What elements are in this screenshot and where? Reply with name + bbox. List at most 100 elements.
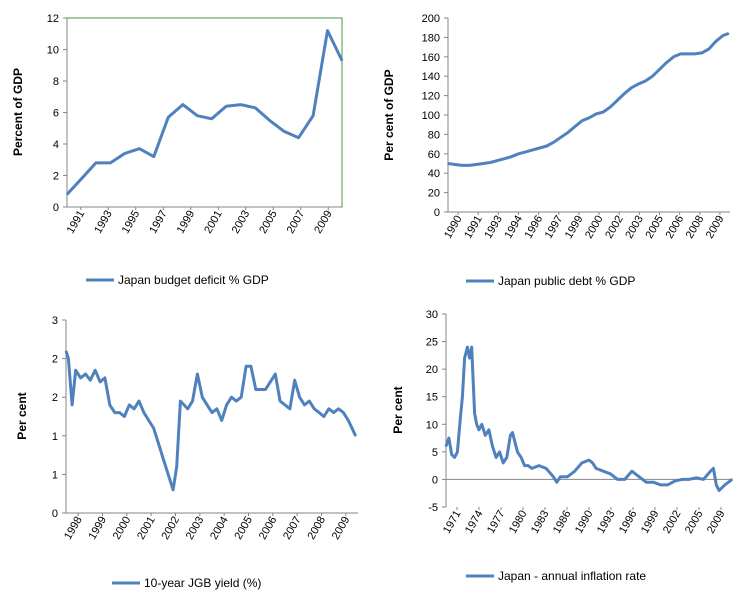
y-tick-label: 120 bbox=[422, 91, 440, 103]
data-point bbox=[659, 484, 662, 486]
data-point bbox=[283, 130, 285, 133]
x-tick-label: 1993 bbox=[595, 509, 618, 536]
data-point bbox=[715, 484, 718, 486]
data-point bbox=[89, 379, 92, 382]
data-point bbox=[731, 478, 733, 481]
data-point bbox=[133, 407, 135, 410]
data-point bbox=[312, 114, 314, 117]
x-tick-label: 1990 bbox=[442, 214, 465, 241]
data-point bbox=[211, 411, 213, 414]
series-line bbox=[64, 350, 357, 492]
x-tick-label: 2005 bbox=[683, 509, 706, 536]
data-point bbox=[109, 404, 111, 406]
legend: 10-year JGB yield (%) bbox=[112, 576, 261, 590]
data-point bbox=[495, 456, 497, 459]
data-point bbox=[520, 456, 522, 459]
data-point bbox=[524, 151, 527, 153]
y-tick-label: 2 bbox=[52, 392, 58, 404]
data-point bbox=[318, 411, 320, 414]
plot-border bbox=[66, 17, 343, 208]
data-point bbox=[123, 415, 126, 418]
data-point bbox=[567, 131, 569, 134]
series-line bbox=[447, 32, 730, 167]
data-point bbox=[453, 456, 456, 459]
data-point bbox=[179, 400, 182, 402]
x-tick-label: 1983 bbox=[529, 509, 552, 536]
x-tick-label: 1999 bbox=[175, 209, 198, 236]
data-point bbox=[531, 467, 533, 470]
data-point bbox=[588, 117, 590, 119]
x-tick-label: 1994 bbox=[502, 214, 525, 241]
data-point bbox=[665, 61, 668, 64]
data-point bbox=[560, 136, 562, 139]
data-point bbox=[99, 380, 101, 383]
data-point bbox=[448, 437, 450, 439]
data-point bbox=[468, 357, 471, 359]
data-point bbox=[210, 118, 213, 120]
x-tick-label: 1974 bbox=[463, 509, 486, 536]
data-point bbox=[172, 489, 174, 491]
y-tick-label: 200 bbox=[422, 13, 440, 25]
data-point bbox=[118, 411, 121, 414]
data-point bbox=[491, 445, 494, 448]
data-point bbox=[488, 429, 490, 431]
data-point bbox=[147, 419, 150, 422]
data-point bbox=[298, 396, 301, 399]
data-point bbox=[74, 369, 77, 371]
x-tick-label: 1997 bbox=[543, 214, 566, 241]
x-tick-label: 2002 bbox=[661, 509, 684, 536]
data-point bbox=[503, 157, 506, 160]
data-point bbox=[84, 373, 87, 375]
y-tick-label: 8 bbox=[53, 76, 59, 88]
series-line bbox=[65, 29, 344, 196]
y-axis-title: Per cent bbox=[15, 392, 29, 439]
x-tick-label: 1996 bbox=[523, 214, 546, 241]
x-tick-label: 1996 bbox=[617, 509, 640, 536]
data-point bbox=[332, 411, 335, 414]
x-tick-label: 2004 bbox=[208, 515, 231, 542]
data-point bbox=[658, 68, 661, 71]
legend: Japan budget deficit % GDP bbox=[86, 273, 269, 287]
x-tick-label: 2005 bbox=[643, 214, 666, 241]
data-point bbox=[279, 400, 281, 402]
data-point bbox=[450, 453, 453, 456]
data-point bbox=[489, 161, 492, 164]
data-point bbox=[342, 411, 345, 414]
x-tick-label: 2009 bbox=[330, 515, 353, 542]
data-point bbox=[297, 136, 300, 139]
data-point bbox=[686, 53, 689, 55]
data-point bbox=[574, 125, 576, 128]
data-point bbox=[559, 475, 562, 478]
data-point bbox=[109, 162, 112, 164]
data-point bbox=[644, 80, 647, 82]
data-point bbox=[602, 470, 605, 472]
x-tick-label: 1998 bbox=[62, 515, 85, 542]
data-point bbox=[191, 400, 194, 402]
x-tick-label: 2007 bbox=[281, 515, 304, 542]
data-point bbox=[556, 481, 558, 483]
x-tick-label: 1986 bbox=[551, 509, 574, 536]
data-point bbox=[480, 423, 483, 426]
data-point bbox=[721, 486, 723, 489]
y-tick-label: 4 bbox=[53, 139, 59, 151]
data-point bbox=[715, 40, 717, 43]
data-point bbox=[609, 473, 612, 475]
data-point bbox=[498, 451, 501, 453]
data-point bbox=[128, 404, 131, 406]
data-point bbox=[143, 411, 145, 414]
x-tick-label: 2005 bbox=[232, 515, 255, 542]
data-point bbox=[354, 435, 357, 437]
y-tick-label: 15 bbox=[426, 392, 438, 404]
data-point bbox=[637, 83, 640, 85]
y-tick-label: 40 bbox=[428, 168, 440, 180]
data-point bbox=[293, 379, 296, 382]
data-point bbox=[347, 419, 350, 422]
data-point bbox=[104, 377, 106, 379]
data-point bbox=[326, 29, 329, 32]
data-point bbox=[538, 464, 540, 467]
data-point bbox=[695, 476, 698, 479]
data-point bbox=[269, 380, 272, 383]
data-point bbox=[138, 147, 141, 150]
y-tick-label: 180 bbox=[422, 32, 440, 44]
